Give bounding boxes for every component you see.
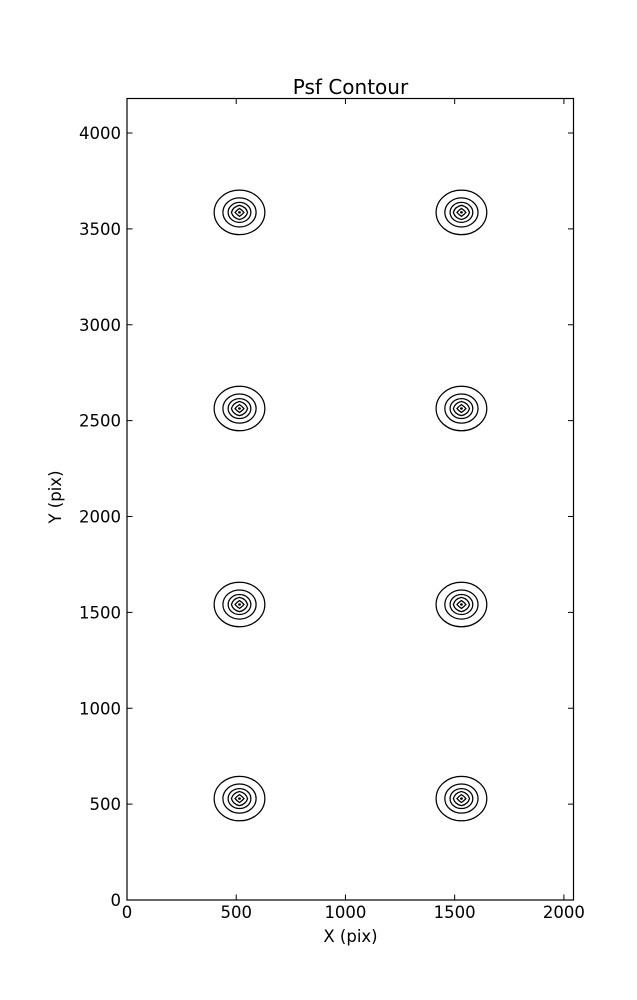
x-tick-label: 500 — [220, 903, 252, 922]
contour-ring — [227, 593, 252, 616]
contour-center-dot — [238, 211, 241, 214]
contour-ring — [230, 400, 249, 417]
contour-ring — [227, 397, 252, 420]
contour-ring — [230, 204, 249, 221]
contour-ring — [444, 783, 479, 814]
contour-ring — [230, 596, 249, 613]
contour-ring — [452, 596, 471, 613]
y-tick-label: 4000 — [79, 124, 121, 143]
contour-ring — [444, 393, 479, 424]
y-tick-label: 2000 — [79, 508, 121, 527]
contour-ring — [435, 775, 488, 822]
psf-contour-blob — [213, 385, 266, 432]
contour-ring — [452, 790, 471, 807]
contour-center-dot — [460, 211, 463, 214]
contour-ring — [449, 397, 474, 420]
contour-ring — [449, 593, 474, 616]
psf-contour-blob — [435, 581, 488, 628]
x-tick-label: 2000 — [543, 903, 585, 922]
contour-ring — [444, 589, 479, 620]
contour-ring — [234, 403, 245, 414]
psf-contour-blob — [213, 189, 266, 236]
y-tick-label: 0 — [111, 891, 122, 910]
contour-ring — [435, 385, 488, 432]
contour-ring — [222, 783, 257, 814]
contour-ring — [435, 189, 488, 236]
y-tick-label: 1000 — [79, 699, 121, 718]
contour-ring — [449, 201, 474, 223]
contour-ring — [435, 581, 488, 628]
y-tick-label: 1500 — [79, 603, 121, 622]
contour-ring — [452, 204, 471, 221]
contour-center-dot — [460, 407, 463, 410]
contour-ring — [227, 787, 252, 810]
psf-contour-blob — [435, 775, 488, 822]
contour-ring — [213, 581, 266, 628]
psf-contour-blob — [435, 385, 488, 432]
contour-ring — [234, 207, 245, 218]
contour-ring — [449, 787, 474, 810]
x-tick-label: 1000 — [324, 903, 366, 922]
contour-ring — [456, 207, 467, 218]
contour-ring — [222, 589, 257, 620]
y-tick-label: 500 — [90, 795, 122, 814]
contour-ring — [456, 599, 467, 610]
x-tick-label: 1500 — [434, 903, 476, 922]
contour-ring — [222, 393, 257, 424]
psf-contour-blob — [213, 581, 266, 628]
x-axis-label: X (pix) — [323, 927, 378, 946]
contour-ring — [234, 793, 245, 804]
contour-ring — [213, 189, 266, 236]
y-tick-label: 3500 — [79, 220, 121, 239]
contour-center-dot — [460, 797, 463, 800]
contour-ring — [222, 197, 257, 228]
x-tick-label: 0 — [122, 903, 133, 922]
contour-ring — [456, 403, 467, 414]
contour-center-dot — [238, 603, 241, 606]
contour-ring — [456, 793, 467, 804]
y-tick-label: 2500 — [79, 412, 121, 431]
contour-ring — [227, 201, 252, 223]
psf-contour-blob — [435, 189, 488, 236]
contour-ring — [230, 790, 249, 807]
contour-center-dot — [238, 797, 241, 800]
contour-ring — [213, 385, 266, 432]
contour-ring — [213, 775, 266, 822]
contour-ring — [444, 197, 479, 228]
contour-center-dot — [238, 407, 241, 410]
chart-title: Psf Contour — [292, 75, 409, 99]
y-tick-label: 3000 — [79, 316, 121, 335]
psf-contour-blob — [213, 775, 266, 822]
contour-ring — [234, 599, 245, 610]
axes-box — [126, 97, 575, 901]
contour-center-dot — [460, 603, 463, 606]
contour-ring — [452, 400, 471, 417]
